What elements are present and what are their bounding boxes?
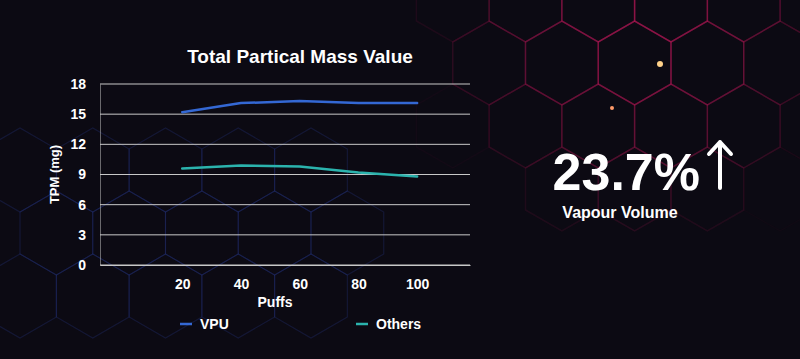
annotation-label: Vapour Volume xyxy=(562,204,677,221)
tick-label: 100 xyxy=(406,276,430,292)
y-axis: 0 3 6 9 12 15 18 xyxy=(70,76,100,273)
hexagon xyxy=(744,147,800,231)
plot-area xyxy=(182,101,417,176)
tick: 40 xyxy=(234,265,250,292)
grid xyxy=(100,84,470,265)
series-line xyxy=(182,165,417,176)
hexagon xyxy=(165,191,238,275)
tick: 60 xyxy=(292,265,308,292)
grid-line xyxy=(100,144,470,145)
grid-line xyxy=(100,174,470,175)
hexagon xyxy=(598,21,671,105)
hexagon xyxy=(311,191,384,275)
grid-line xyxy=(100,234,470,235)
hexagon xyxy=(744,21,800,105)
hexagon xyxy=(129,128,202,212)
tick: 9 xyxy=(78,166,100,182)
hexagon xyxy=(562,0,635,42)
hexagon xyxy=(453,21,526,105)
tick: 3 xyxy=(78,227,100,243)
tick: 18 xyxy=(70,76,100,92)
grid-line xyxy=(100,84,470,85)
hexagon xyxy=(671,21,744,105)
axis-line xyxy=(101,265,471,266)
hexagon xyxy=(416,84,489,168)
tick: 12 xyxy=(70,136,100,152)
hexagon xyxy=(780,84,800,168)
hexagon xyxy=(525,21,598,105)
tick-label: 3 xyxy=(78,227,86,243)
legend-label: Others xyxy=(376,316,421,332)
hexagon xyxy=(635,0,708,42)
chart: Total Partical Mass Value 0 3 6 9 12 15 18 20 40 6… xyxy=(0,0,800,359)
hexagon xyxy=(489,84,562,168)
hexagon xyxy=(780,0,800,42)
tick: 15 xyxy=(70,106,100,122)
hexagon xyxy=(0,254,56,338)
tick-label: 0 xyxy=(78,257,86,273)
hexagon xyxy=(416,0,489,42)
x-axis-title: Puffs xyxy=(258,294,293,310)
tick-label: 15 xyxy=(70,106,86,122)
tick: 100 xyxy=(406,265,430,292)
tick-label: 40 xyxy=(234,276,250,292)
background xyxy=(0,0,800,359)
arrow-up xyxy=(709,142,731,188)
hexagon xyxy=(202,128,275,212)
tick-label: 80 xyxy=(351,276,367,292)
glow xyxy=(610,106,614,110)
legend: VPU Others xyxy=(180,316,421,332)
series-line xyxy=(182,101,417,112)
y-axis-title: TPM (mg) xyxy=(47,145,62,204)
axis-line xyxy=(100,85,101,266)
grid-line xyxy=(100,265,470,266)
tick: 0 xyxy=(78,257,100,273)
tick-label: 20 xyxy=(175,276,191,292)
tick: 80 xyxy=(351,265,367,292)
tick-label: 9 xyxy=(78,166,86,182)
annotation: 23.7% Vapour Volume xyxy=(553,142,731,221)
hexagon xyxy=(707,0,780,42)
hexagon xyxy=(489,0,562,42)
hexagon xyxy=(93,191,166,275)
x-axis: 20 40 60 80 100 xyxy=(101,265,471,292)
title: Total Partical Mass Value xyxy=(187,46,413,67)
grid-line xyxy=(100,204,470,205)
tick-label: 12 xyxy=(70,136,86,152)
tick-label: 6 xyxy=(78,197,86,213)
decoration xyxy=(0,0,800,338)
legend-swatch xyxy=(356,323,368,326)
hexagon xyxy=(56,254,129,338)
hexagon xyxy=(238,191,311,275)
hexagon xyxy=(56,128,129,212)
annotation-value: 23.7% xyxy=(553,143,700,201)
tick-label: 60 xyxy=(292,276,308,292)
legend-label: VPU xyxy=(200,316,229,332)
tick: 20 xyxy=(175,265,191,292)
tick-label: 18 xyxy=(70,76,86,92)
tick: 6 xyxy=(78,197,100,213)
legend-swatch xyxy=(180,323,192,326)
grid-line xyxy=(100,114,470,115)
glow xyxy=(657,61,663,67)
hexagon xyxy=(129,254,202,338)
